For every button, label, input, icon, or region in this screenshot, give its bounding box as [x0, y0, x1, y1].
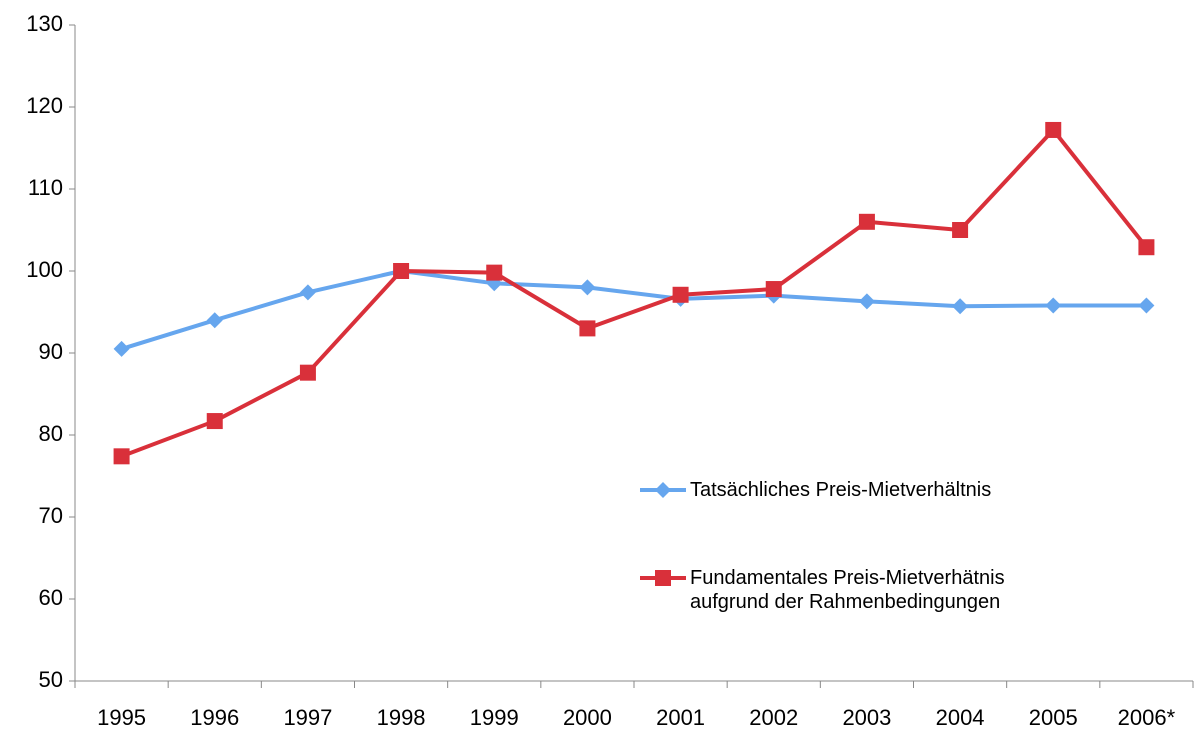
marker: [579, 279, 596, 296]
y-tick-label: 50: [39, 667, 63, 692]
y-tick-label: 100: [26, 257, 63, 282]
marker: [655, 570, 671, 586]
x-tick-label: 1998: [377, 705, 426, 730]
marker: [858, 213, 875, 230]
marker: [1138, 239, 1155, 256]
x-tick-label: 1995: [97, 705, 146, 730]
x-tick-label: 2005: [1029, 705, 1078, 730]
y-tick-label: 70: [39, 503, 63, 528]
y-tick-label: 110: [28, 175, 63, 200]
x-tick-label: 2004: [936, 705, 985, 730]
x-tick-label: 1996: [190, 705, 239, 730]
marker: [655, 482, 671, 498]
x-tick-label: 2003: [842, 705, 891, 730]
legend-label: Tatsächliches Preis-Mietverhältnis: [690, 479, 992, 501]
x-tick-label: 1999: [470, 705, 519, 730]
y-tick-label: 130: [26, 11, 63, 36]
legend-label: Fundamentales Preis-Mietverhätnis aufgru…: [690, 567, 1005, 613]
y-tick-label: 120: [26, 93, 63, 118]
marker: [858, 293, 875, 310]
x-tick-label: 2000: [563, 705, 612, 730]
series-line: [120, 269, 1147, 351]
marker: [299, 284, 316, 301]
marker: [393, 263, 410, 279]
marker: [1045, 297, 1062, 314]
marker: [952, 222, 969, 238]
y-tick-label: 60: [39, 585, 63, 610]
marker: [113, 448, 130, 465]
x-tick-label: 2006*: [1118, 705, 1176, 730]
y-tick-label: 90: [39, 339, 63, 364]
marker: [113, 340, 130, 357]
series-line: [120, 127, 1148, 459]
marker: [1138, 297, 1155, 314]
marker: [299, 364, 316, 381]
marker: [579, 320, 596, 337]
marker: [206, 413, 223, 430]
marker: [1045, 121, 1062, 138]
marker: [486, 264, 503, 281]
y-tick-label: 80: [39, 421, 63, 446]
marker: [206, 312, 223, 329]
marker: [672, 286, 689, 303]
marker: [952, 298, 969, 315]
marker: [765, 281, 782, 298]
x-tick-label: 1997: [283, 705, 332, 730]
x-tick-label: 2002: [749, 705, 798, 730]
x-tick-label: 2001: [656, 705, 705, 730]
